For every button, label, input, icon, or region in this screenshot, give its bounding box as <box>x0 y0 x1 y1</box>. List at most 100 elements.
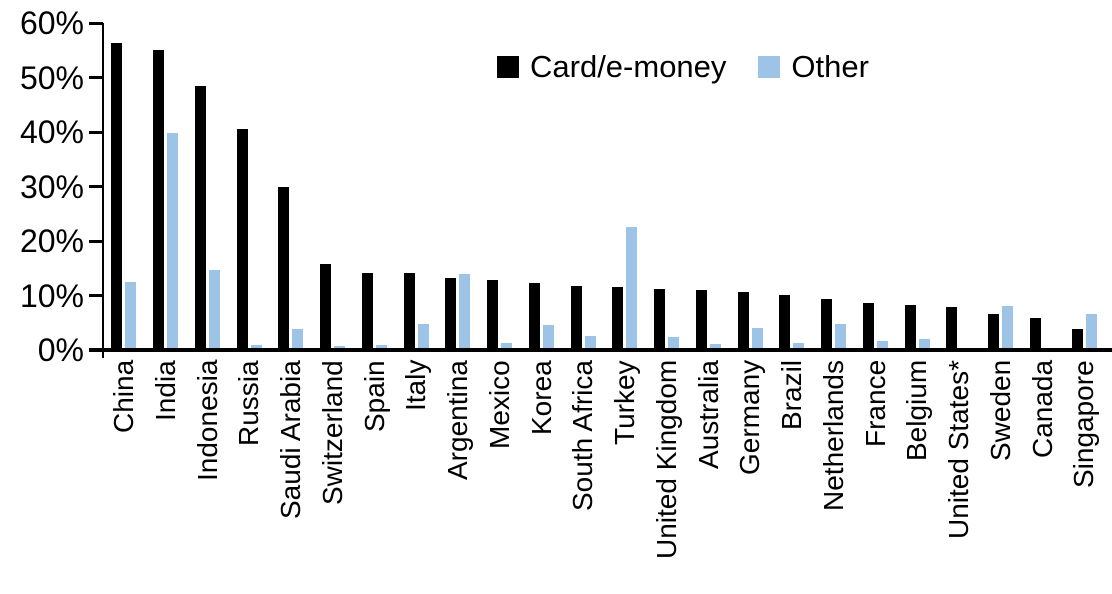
x-axis-label-turkey: Turkey <box>609 360 640 445</box>
x-axis-label-united-states: United States* <box>943 360 974 539</box>
x-axis-label-italy: Italy <box>400 360 432 412</box>
x-axis-label-korea: Korea <box>525 360 557 435</box>
bar-other-sweden <box>1002 306 1014 350</box>
bar-group-brazil <box>771 23 813 350</box>
bar-group-france <box>855 23 897 350</box>
x-axis-label-china: China <box>108 360 139 434</box>
bar-group-sweden <box>980 23 1022 350</box>
bar-other-spain <box>375 344 387 350</box>
y-axis-tick-label-10: 10% <box>19 277 84 314</box>
bar-other-switzerland <box>334 345 346 350</box>
bar-group-china <box>103 23 145 350</box>
bar-group-argentina <box>437 23 479 350</box>
bar-group-united-states <box>938 23 980 350</box>
bar-other-united-kingdom <box>668 336 680 350</box>
x-axis-label-netherlands: Netherlands <box>817 360 849 511</box>
x-axis-label-united-kingdom: United Kingdom <box>650 360 682 560</box>
legend-swatch-other-icon <box>758 56 781 79</box>
bar-other-germany <box>751 328 763 350</box>
bar-group-spain <box>354 23 396 350</box>
bar-card-e-money-india <box>153 49 165 350</box>
bar-group-south-africa <box>562 23 604 350</box>
y-axis-tick-60 <box>89 21 103 25</box>
bar-card-e-money-indonesia <box>194 86 206 350</box>
bar-card-e-money-china <box>111 42 123 350</box>
bar-card-e-money-turkey <box>612 286 624 350</box>
bar-card-e-money-russia <box>236 128 248 350</box>
bar-other-saudi-arabia <box>292 328 304 350</box>
y-axis-line <box>102 23 104 358</box>
bar-group-united-kingdom <box>646 23 688 350</box>
bar-other-brazil <box>793 342 805 350</box>
bar-other-south-africa <box>584 336 596 350</box>
bar-card-e-money-south-africa <box>570 286 582 350</box>
bar-group-russia <box>228 23 270 350</box>
bar-group-korea <box>521 23 563 350</box>
x-axis-label-australia: Australia <box>692 360 724 469</box>
bar-group-singapore <box>1063 23 1105 350</box>
x-axis-label-singapore: Singapore <box>1068 360 1100 488</box>
bar-card-e-money-united-kingdom <box>654 288 666 350</box>
bar-other-australia <box>709 344 721 350</box>
bar-card-e-money-spain <box>361 272 373 350</box>
y-axis-tick-label-40: 40% <box>19 114 84 150</box>
chart-legend: Card/e-money Other <box>497 49 869 84</box>
bar-other-china <box>125 282 137 350</box>
y-axis-tick-50 <box>89 76 103 79</box>
bar-other-belgium <box>918 339 930 350</box>
bar-other-netherlands <box>835 323 847 350</box>
x-axis-label-india: India <box>149 360 181 421</box>
legend-swatch-card-e-money-icon <box>497 56 519 79</box>
bar-group-netherlands <box>813 23 855 350</box>
x-axis-label-canada: Canada <box>1026 360 1058 459</box>
bar-card-e-money-singapore <box>1071 328 1083 350</box>
legend-item-other: Other <box>758 49 869 84</box>
bar-other-mexico <box>501 342 513 350</box>
bar-other-russia <box>250 344 262 350</box>
bar-card-e-money-australia <box>695 290 707 350</box>
bar-group-mexico <box>479 23 521 350</box>
bar-card-e-money-belgium <box>904 305 916 350</box>
x-axis-label-mexico: Mexico <box>483 360 515 449</box>
x-axis-label-south-africa: South Africa <box>567 360 599 511</box>
x-axis-label-germany: Germany <box>734 360 766 476</box>
bar-card-e-money-united-states <box>946 306 958 350</box>
x-axis-label-france: France <box>859 360 891 448</box>
bar-card-e-money-netherlands <box>821 298 833 350</box>
bar-card-e-money-saudi-arabia <box>278 186 290 350</box>
x-axis-label-indonesia: Indonesia <box>191 360 223 482</box>
y-axis-tick-40 <box>89 130 103 134</box>
bar-card-e-money-switzerland <box>320 264 332 350</box>
bar-other-indonesia <box>208 269 220 350</box>
bar-card-e-money-brazil <box>779 294 791 350</box>
x-axis-label-argentina: Argentina <box>442 360 473 480</box>
bar-other-argentina <box>459 274 471 350</box>
x-axis-label-sweden: Sweden <box>984 360 1016 462</box>
bar-other-turkey <box>626 226 638 350</box>
x-axis-label-russia: Russia <box>233 360 265 446</box>
legend-item-card-e-money: Card/e-money <box>497 49 726 84</box>
bar-card-e-money-sweden <box>988 314 1000 350</box>
x-axis-label-saudi-arabia: Saudi Arabia <box>275 360 306 519</box>
x-axis-label-brazil: Brazil <box>776 360 807 431</box>
y-axis-tick-20 <box>89 239 103 243</box>
y-axis-tick-label-30: 30% <box>19 168 84 205</box>
bar-card-e-money-argentina <box>445 277 457 350</box>
bar-card-e-money-germany <box>737 292 749 350</box>
bar-other-india <box>167 133 179 350</box>
bar-card-e-money-mexico <box>487 279 499 350</box>
legend-label-other: Other <box>791 49 869 84</box>
bar-card-e-money-italy <box>403 273 415 350</box>
x-axis-line <box>89 348 1112 352</box>
bar-other-france <box>876 341 888 350</box>
y-axis-tick-10 <box>89 294 103 297</box>
y-axis-tick-label-20: 20% <box>19 223 84 259</box>
bar-other-singapore <box>1085 314 1097 350</box>
bar-card-e-money-canada <box>1029 317 1041 350</box>
bar-other-italy <box>417 324 429 350</box>
bar-group-turkey <box>604 23 646 350</box>
y-axis-tick-30 <box>89 185 103 188</box>
bar-group-belgium <box>896 23 938 350</box>
bar-card-e-money-korea <box>528 282 540 350</box>
